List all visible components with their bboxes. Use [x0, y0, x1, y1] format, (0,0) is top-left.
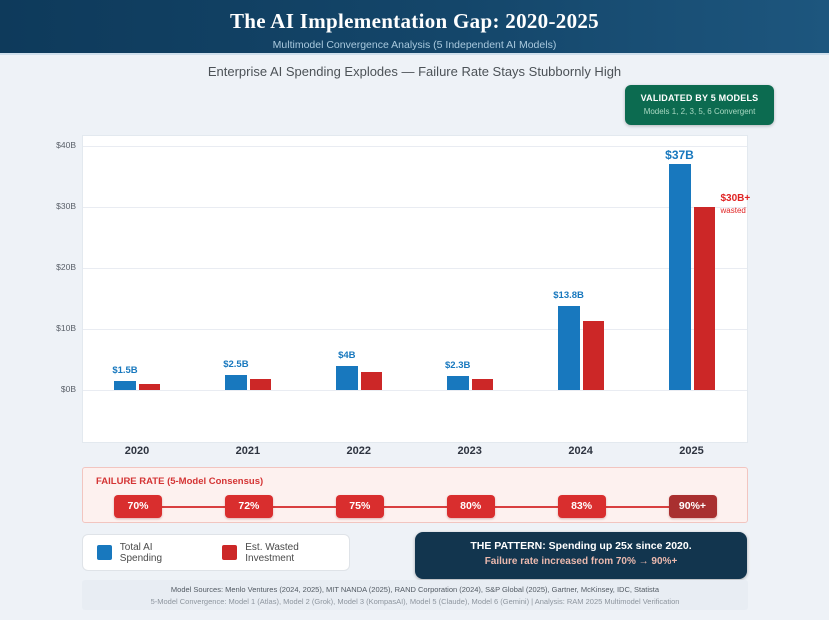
gridline — [83, 329, 747, 330]
year-label: 2022 — [346, 445, 372, 457]
pattern-line2: Failure rate increased from 70% → 90%+ — [484, 556, 678, 567]
failure-rate-title: FAILURE RATE (5-Model Consensus) — [96, 476, 264, 487]
wasted-bar — [139, 383, 160, 390]
bar-value-label: $4B — [338, 349, 356, 361]
gridline — [83, 146, 747, 147]
legend-item: Est. Wasted Investment — [222, 542, 349, 564]
pattern-callout: THE PATTERN: Spending up 25x since 2020.… — [415, 532, 747, 579]
wasted-annotation-value: $30B+ — [720, 193, 751, 204]
validation-badge-title: VALIDATED BY 5 MODELS — [640, 93, 759, 103]
bar-value-label: $2.3B — [445, 359, 471, 371]
year-label: 2025 — [679, 445, 704, 457]
failure-rate-band: FAILURE RATE (5-Model Consensus) 70% 72% 7… — [82, 467, 748, 523]
spending-bar — [224, 374, 247, 390]
validation-badge-detail: Models 1, 2, 3, 5, 6 Convergent — [643, 107, 756, 116]
year-label: 2023 — [457, 445, 482, 457]
year-label: 2020 — [124, 445, 150, 457]
header-banner: The AI Implementation Gap: 2020-2025 Mul… — [0, 0, 829, 55]
chart-heading: Enterprise AI Spending Explodes — Failur… — [207, 64, 622, 79]
bar-value-label: $37B — [665, 148, 694, 163]
sources-footer: Model Sources: Menlo Ventures (2024, 202… — [82, 580, 748, 610]
failure-rate-box: 80% — [446, 495, 495, 518]
sources-line2: 5-Model Convergence: Model 1 (Atlas), Mo… — [150, 597, 680, 606]
page-subtitle: Multimodel Convergence Analysis (5 Indep… — [272, 39, 557, 51]
gridline — [83, 268, 747, 269]
legend-label: Total AI Spending — [119, 541, 163, 564]
spending-bar — [668, 164, 691, 390]
y-tick-label: $20B — [56, 262, 76, 272]
bar-value-label: $1.5B — [112, 364, 138, 376]
validation-badge: VALIDATED BY 5 MODELS Models 1, 2, 3, 5,… — [625, 85, 774, 125]
wasted-bar — [582, 321, 604, 390]
page-title: The AI Implementation Gap: 2020-2025 — [230, 9, 599, 33]
gridline — [83, 207, 747, 208]
y-tick-label: $40B — [56, 140, 76, 150]
y-tick-label: $30B — [56, 201, 76, 211]
legend-item: Total AI Spending — [97, 542, 196, 564]
wasted-annotation-text: wasted — [720, 205, 746, 215]
bar-chart-plot-area: $1.5B $2.5B $4B $2.3B $13.8B $37B $30B+ wasted — [82, 135, 751, 443]
year-label: 2024 — [568, 445, 593, 457]
bar-value-label: $13.8B — [553, 289, 584, 301]
gridline — [83, 390, 747, 391]
wasted-bar — [249, 379, 271, 390]
wasted-bar — [360, 371, 382, 390]
spending-bar — [335, 365, 358, 390]
spending-bar — [557, 305, 580, 390]
failure-rate-box: 72% — [224, 495, 273, 518]
chart-legend: Total AI Spending Est. Wasted Investment — [82, 534, 350, 571]
wasted-annotation: $30B+ wasted — [721, 193, 751, 216]
failure-rate-box: 83% — [557, 495, 606, 518]
wasted-bar — [471, 379, 493, 390]
failure-rate-connector — [138, 506, 693, 508]
year-label: 2021 — [235, 445, 261, 457]
failure-rate-box: 70% — [114, 495, 162, 518]
pattern-line1: THE PATTERN: Spending up 25x since 2020. — [470, 540, 692, 552]
wasted-bar — [693, 207, 715, 390]
legend-swatch — [97, 545, 112, 560]
bar-value-label: $2.5B — [223, 358, 249, 370]
y-tick-label: $0B — [60, 384, 76, 394]
failure-rate-box: 75% — [335, 495, 384, 518]
spending-bar — [446, 375, 469, 390]
legend-label: Est. Wasted Investment — [245, 541, 299, 564]
failure-rate-box: 90%+ — [668, 495, 717, 518]
legend-swatch — [222, 545, 238, 560]
y-tick-label: $10B — [56, 323, 76, 333]
spending-bar — [114, 380, 136, 390]
sources-line1: Model Sources: Menlo Ventures (2024, 202… — [170, 585, 660, 594]
